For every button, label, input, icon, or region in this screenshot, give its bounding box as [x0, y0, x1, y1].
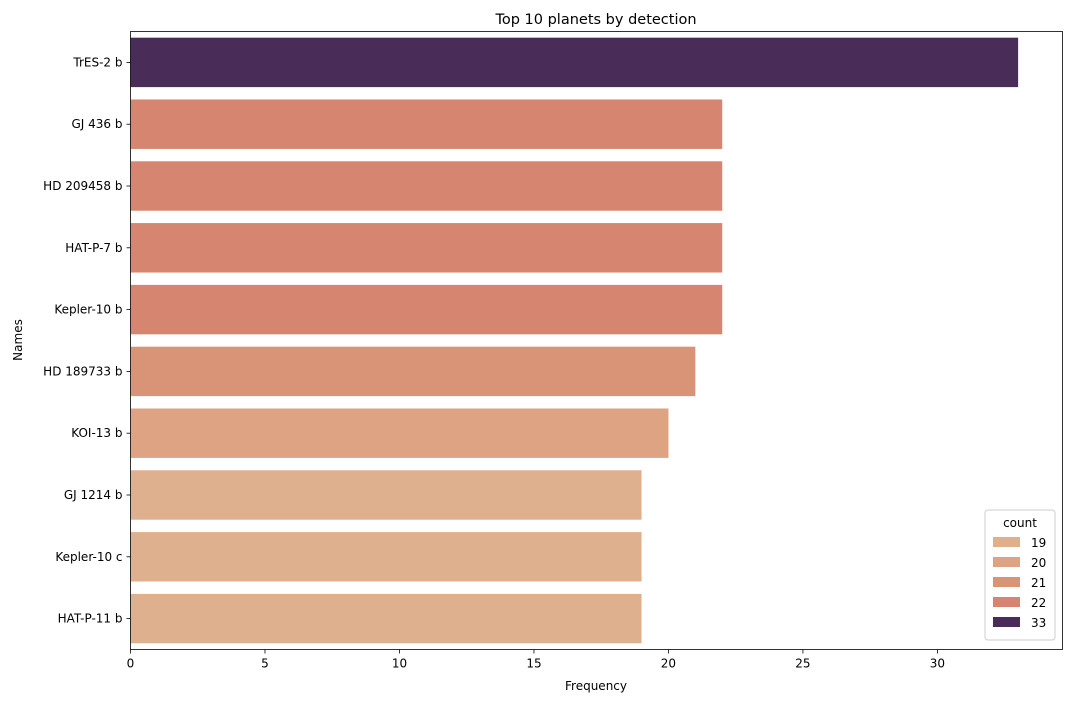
legend-label: 21 — [1031, 576, 1046, 590]
y-axis-ticks: TrES-2 b GJ 436 b HD 209458 b HAT-P-7 b Kepl… — [43, 55, 131, 626]
legend-label: 33 — [1031, 616, 1046, 630]
bar — [130, 161, 723, 211]
bar — [130, 408, 669, 458]
legend-swatch — [993, 617, 1020, 627]
x-tick-label: 20 — [661, 657, 676, 671]
bar — [130, 284, 723, 335]
y-tick-label: GJ 436 b — [72, 117, 123, 131]
y-axis-label: Names — [11, 319, 25, 361]
x-axis-label: Frequency — [565, 679, 627, 693]
x-tick-label: 5 — [261, 657, 269, 671]
legend-swatch — [993, 557, 1020, 567]
chart-title: Top 10 planets by detection — [494, 12, 696, 28]
bar — [130, 532, 642, 582]
legend-label: 20 — [1031, 556, 1046, 570]
plot-frame — [130, 31, 1063, 650]
bar — [130, 593, 642, 644]
bar — [130, 223, 723, 273]
legend-swatch — [993, 537, 1020, 547]
legend-items: 19 20 21 22 33 — [993, 536, 1046, 630]
y-tick-label: KOI-13 b — [71, 426, 122, 440]
bar — [130, 346, 696, 397]
y-tick-label: HAT-P-11 b — [58, 612, 123, 626]
y-tick-label: TrES-2 b — [72, 55, 122, 69]
y-tick-label: GJ 1214 b — [64, 488, 123, 502]
bars-group — [130, 37, 1019, 644]
x-axis-ticks: 0 5 10 15 20 25 30 — [127, 649, 945, 671]
legend-label: 19 — [1031, 536, 1046, 550]
y-tick-label: HAT-P-7 b — [65, 241, 122, 255]
legend-title: count — [1003, 516, 1037, 530]
legend-label: 22 — [1031, 596, 1046, 610]
bar — [130, 470, 642, 520]
y-tick-label: Kepler-10 b — [54, 303, 122, 317]
y-tick-label: Kepler-10 c — [55, 550, 122, 564]
y-tick-label: HD 209458 b — [43, 179, 122, 193]
x-tick-label: 30 — [930, 657, 945, 671]
y-tick-label: HD 189733 b — [43, 364, 122, 378]
x-tick-label: 15 — [526, 657, 541, 671]
legend-swatch — [993, 577, 1020, 587]
legend-swatch — [993, 597, 1020, 607]
legend: count 19 20 21 22 33 — [984, 509, 1056, 641]
x-tick-label: 25 — [795, 657, 810, 671]
bar — [130, 37, 1019, 88]
x-tick-label: 0 — [127, 657, 135, 671]
bar — [130, 99, 723, 149]
x-tick-label: 10 — [392, 657, 407, 671]
